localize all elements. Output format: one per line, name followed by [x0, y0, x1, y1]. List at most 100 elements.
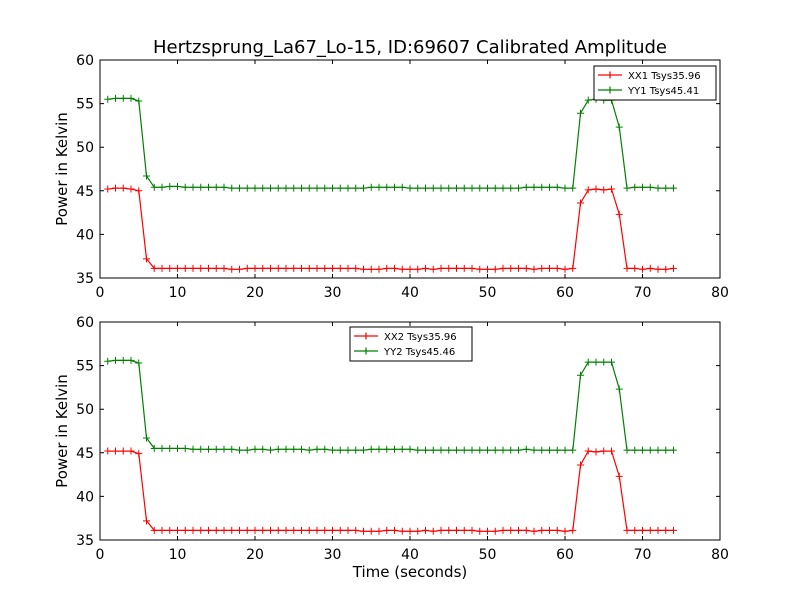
data-point-1: [212, 264, 220, 272]
data-point-2: [329, 184, 336, 192]
data-point-2: [298, 445, 305, 453]
data-point-1: [313, 526, 321, 534]
data-point-2: [298, 184, 305, 192]
data-point-2: [398, 445, 406, 453]
data-point-1: [592, 185, 600, 193]
x-axis-label: Time (seconds): [352, 563, 468, 581]
data-point-2: [584, 96, 592, 104]
data-point-1: [360, 527, 367, 535]
data-point-2: [499, 446, 507, 454]
data-point-1: [321, 264, 329, 272]
data-point-2: [158, 444, 166, 452]
data-point-1: [445, 526, 453, 534]
y-tick-label: 60: [76, 315, 94, 331]
data-point-2: [228, 445, 236, 453]
data-point-1: [398, 527, 406, 535]
data-point-1: [670, 264, 677, 272]
data-point-2: [135, 97, 143, 105]
data-point-2: [150, 444, 158, 452]
data-point-1: [290, 264, 298, 272]
data-point-2: [515, 184, 522, 192]
data-point-1: [623, 264, 631, 272]
data-point-1: [158, 526, 166, 534]
x-tick-label: 60: [556, 285, 574, 301]
y-tick-label: 45: [76, 184, 94, 200]
data-point-1: [631, 264, 639, 272]
x-tick-label: 20: [246, 285, 264, 301]
data-point-1: [546, 264, 553, 272]
legend-label: XX1 Tsys35.96: [628, 71, 701, 82]
data-point-2: [383, 445, 391, 453]
data-point-2: [212, 183, 220, 191]
data-point-2: [119, 356, 127, 364]
data-point-1: [615, 472, 623, 480]
data-point-1: [577, 199, 584, 207]
data-point-1: [119, 447, 127, 455]
data-point-2: [398, 183, 406, 191]
data-point-2: [577, 109, 584, 117]
data-point-1: [615, 210, 623, 218]
legend: XX1 Tsys35.96 YY1 Tsys45.41: [593, 65, 717, 101]
data-point-2: [360, 446, 367, 454]
data-point-2: [383, 183, 391, 191]
data-point-1: [127, 447, 135, 455]
data-point-2: [228, 184, 236, 192]
data-point-2: [143, 172, 150, 180]
data-point-2: [422, 184, 429, 192]
data-point-1: [445, 264, 453, 272]
data-point-1: [553, 526, 561, 534]
data-point-1: [414, 527, 422, 535]
data-point-2: [538, 183, 546, 191]
legend-box: [593, 65, 717, 101]
data-point-2: [166, 444, 174, 452]
data-point-2: [569, 184, 577, 192]
data-point-2: [158, 183, 166, 191]
data-point-1: [608, 447, 615, 455]
data-point-1: [344, 264, 352, 272]
data-point-1: [491, 527, 499, 535]
data-point-2: [429, 184, 437, 192]
data-point-2: [391, 445, 398, 453]
data-point-1: [290, 526, 298, 534]
data-point-1: [104, 185, 112, 193]
data-point-2: [499, 184, 507, 192]
data-point-1: [329, 264, 336, 272]
data-point-1: [166, 264, 174, 272]
data-point-1: [181, 526, 189, 534]
data-point-2: [352, 446, 360, 454]
data-point-2: [468, 446, 476, 454]
data-point-2: [670, 184, 677, 192]
data-point-2: [150, 183, 158, 191]
data-point-2: [174, 182, 181, 190]
data-point-2: [197, 445, 205, 453]
data-point-1: [468, 526, 476, 534]
data-point-1: [212, 526, 220, 534]
data-point-2: [166, 182, 174, 190]
data-point-1: [646, 264, 654, 272]
data-point-1: [654, 526, 662, 534]
data-point-2: [546, 183, 553, 191]
data-point-1: [437, 264, 445, 272]
data-point-2: [259, 445, 267, 453]
data-point-1: [274, 526, 282, 534]
data-point-2: [290, 184, 298, 192]
x-tick-label: 10: [169, 285, 187, 301]
legend-swatch: [598, 71, 622, 79]
data-point-2: [135, 359, 143, 367]
data-point-1: [437, 526, 445, 534]
data-point-1: [336, 264, 344, 272]
data-point-2: [584, 358, 592, 366]
data-point-2: [344, 184, 352, 192]
y-tick-label: 50: [76, 140, 94, 156]
data-point-2: [329, 446, 336, 454]
data-point-1: [321, 526, 329, 534]
data-point-2: [654, 184, 662, 192]
data-point-1: [515, 264, 522, 272]
data-point-2: [507, 446, 515, 454]
data-point-1: [530, 527, 538, 535]
data-point-2: [243, 184, 251, 192]
data-point-2: [484, 184, 491, 192]
data-point-2: [530, 183, 538, 191]
data-point-1: [383, 264, 391, 272]
data-point-2: [491, 184, 499, 192]
